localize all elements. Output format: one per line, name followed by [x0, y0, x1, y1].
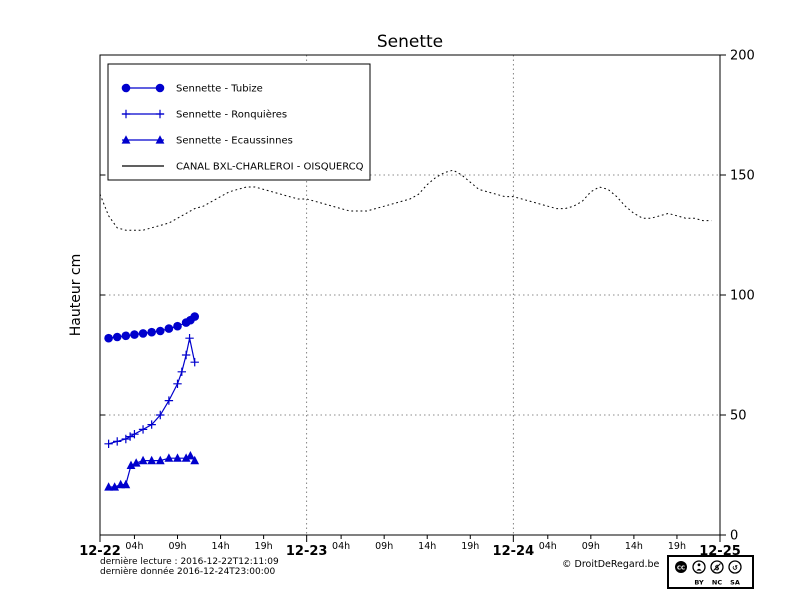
series-sennette-ronqui-res: [104, 334, 199, 448]
last-data-text: dernière donnée 2016-12-24T23:00:00: [100, 566, 275, 577]
circle-marker: [130, 330, 139, 339]
footer: dernière lecture : 2016-12-22T12:11:09 d…: [100, 556, 660, 577]
legend-label: CANAL BXL-CHARLEROI - OISQUERCQ: [176, 162, 364, 173]
cc-sa-arrow-glyph: ↺: [732, 564, 738, 572]
legend-label: Sennette - Ronquières: [176, 109, 287, 121]
triangle-marker: [155, 455, 165, 465]
y-tick-label: 50: [730, 409, 747, 424]
circle-marker: [190, 312, 200, 321]
cc-by-person-icon: [692, 560, 706, 574]
y-tick-label: 100: [730, 289, 755, 304]
cc-nc-slash: [713, 563, 721, 571]
cc-nc-label: NC: [712, 579, 722, 587]
x-day-label: 12-24: [493, 544, 535, 559]
cc-sa-label: SA: [730, 579, 740, 587]
x-hour-label: 19h: [255, 541, 273, 552]
x-hour-label: 04h: [125, 541, 143, 552]
x-hour-label: 19h: [461, 541, 479, 552]
triangle-marker: [164, 453, 174, 462]
plus-marker: [138, 425, 148, 434]
cc-by-person-head: [697, 563, 701, 567]
plus-marker: [156, 410, 165, 420]
x-day-label: 12-22: [79, 544, 121, 559]
cc-by-person-body: [696, 568, 702, 571]
triangle-marker: [126, 460, 136, 469]
cc-license-badge[interactable]: CC $ ↺ BY NC SA: [667, 555, 754, 589]
circle-marker: [121, 83, 131, 93]
x-hour-label: 04h: [332, 541, 350, 552]
cc-by-label: BY: [694, 579, 704, 587]
circle-marker: [121, 331, 131, 341]
x-day-label: 12-23: [286, 544, 328, 559]
last-reading-text: dernière lecture : 2016-12-22T12:11:09: [100, 556, 279, 567]
triangle-marker: [186, 451, 195, 460]
triangle-marker: [181, 453, 191, 462]
cc-nc-dollar-glyph: $: [715, 564, 720, 572]
triangle-marker: [121, 135, 131, 144]
circle-marker: [112, 332, 122, 342]
grid-layer: [100, 55, 720, 535]
legend-label: Sennette - Tubize: [176, 84, 263, 95]
legend-label: Sennette - Ecaussinnes: [176, 136, 293, 147]
series-sennette-ecaussinnes: [104, 451, 200, 491]
legend: Sennette - Tubize Sennette - Ronquières Se…: [107, 63, 371, 181]
cc-logo-text: CC: [677, 566, 685, 572]
copyright-text: © DroitDeRegard.be: [562, 559, 660, 570]
x-hour-label: 14h: [212, 541, 230, 552]
plus-marker: [190, 358, 199, 367]
y-tick-label: 0: [730, 529, 738, 544]
series-layer: [99, 169, 712, 491]
circle-marker: [138, 329, 148, 338]
x-hour-label: 14h: [418, 541, 436, 552]
triangle-marker: [190, 455, 200, 465]
triangle-marker: [110, 482, 120, 491]
series-sennette-tubize: [104, 312, 200, 343]
plus-marker: [121, 109, 131, 119]
cc-sa-arrow-icon: [728, 560, 742, 574]
plus-marker: [147, 420, 156, 429]
triangle-marker: [104, 482, 114, 491]
y-tick-label: 150: [730, 169, 755, 184]
triangle-marker: [138, 455, 148, 465]
circle-marker: [173, 321, 182, 331]
plus-marker: [104, 439, 113, 448]
triangle-marker: [173, 453, 182, 462]
triangle-marker: [121, 479, 131, 489]
plus-marker: [113, 437, 122, 446]
circle-marker: [147, 327, 156, 337]
plus-marker: [125, 432, 135, 441]
series-canal-bxl-charleroi-oisquercq: [99, 169, 712, 231]
plus-marker: [173, 379, 182, 388]
y-axis-label: Hauteur cm: [68, 254, 84, 337]
triangle-marker: [131, 458, 141, 467]
plus-marker: [121, 434, 131, 444]
plus-marker: [130, 430, 139, 439]
circle-marker: [164, 324, 174, 333]
triangle-marker: [155, 135, 165, 144]
x-hour-label: 14h: [625, 541, 643, 552]
triangle-marker: [147, 455, 157, 465]
legend-box: [107, 63, 371, 181]
y-tick-label: 200: [730, 49, 755, 64]
x-hour-label: 09h: [375, 541, 393, 552]
circle-marker: [155, 83, 165, 93]
x-hour-label: 09h: [582, 541, 600, 552]
cc-nc-dollar-icon: [710, 560, 724, 574]
x-hour-label: 09h: [168, 541, 186, 552]
plus-marker: [185, 334, 194, 343]
plus-marker: [177, 367, 187, 376]
chart-title: Senette: [377, 32, 443, 52]
x-hour-label: 19h: [668, 541, 686, 552]
x-hour-label: 04h: [539, 541, 557, 552]
plus-marker: [181, 350, 191, 360]
circle-marker: [155, 326, 165, 336]
cc-logo-icon: [675, 561, 687, 573]
plus-marker: [164, 396, 174, 405]
series-line: [99, 169, 712, 231]
plus-marker: [155, 109, 165, 119]
circle-marker: [104, 333, 113, 343]
